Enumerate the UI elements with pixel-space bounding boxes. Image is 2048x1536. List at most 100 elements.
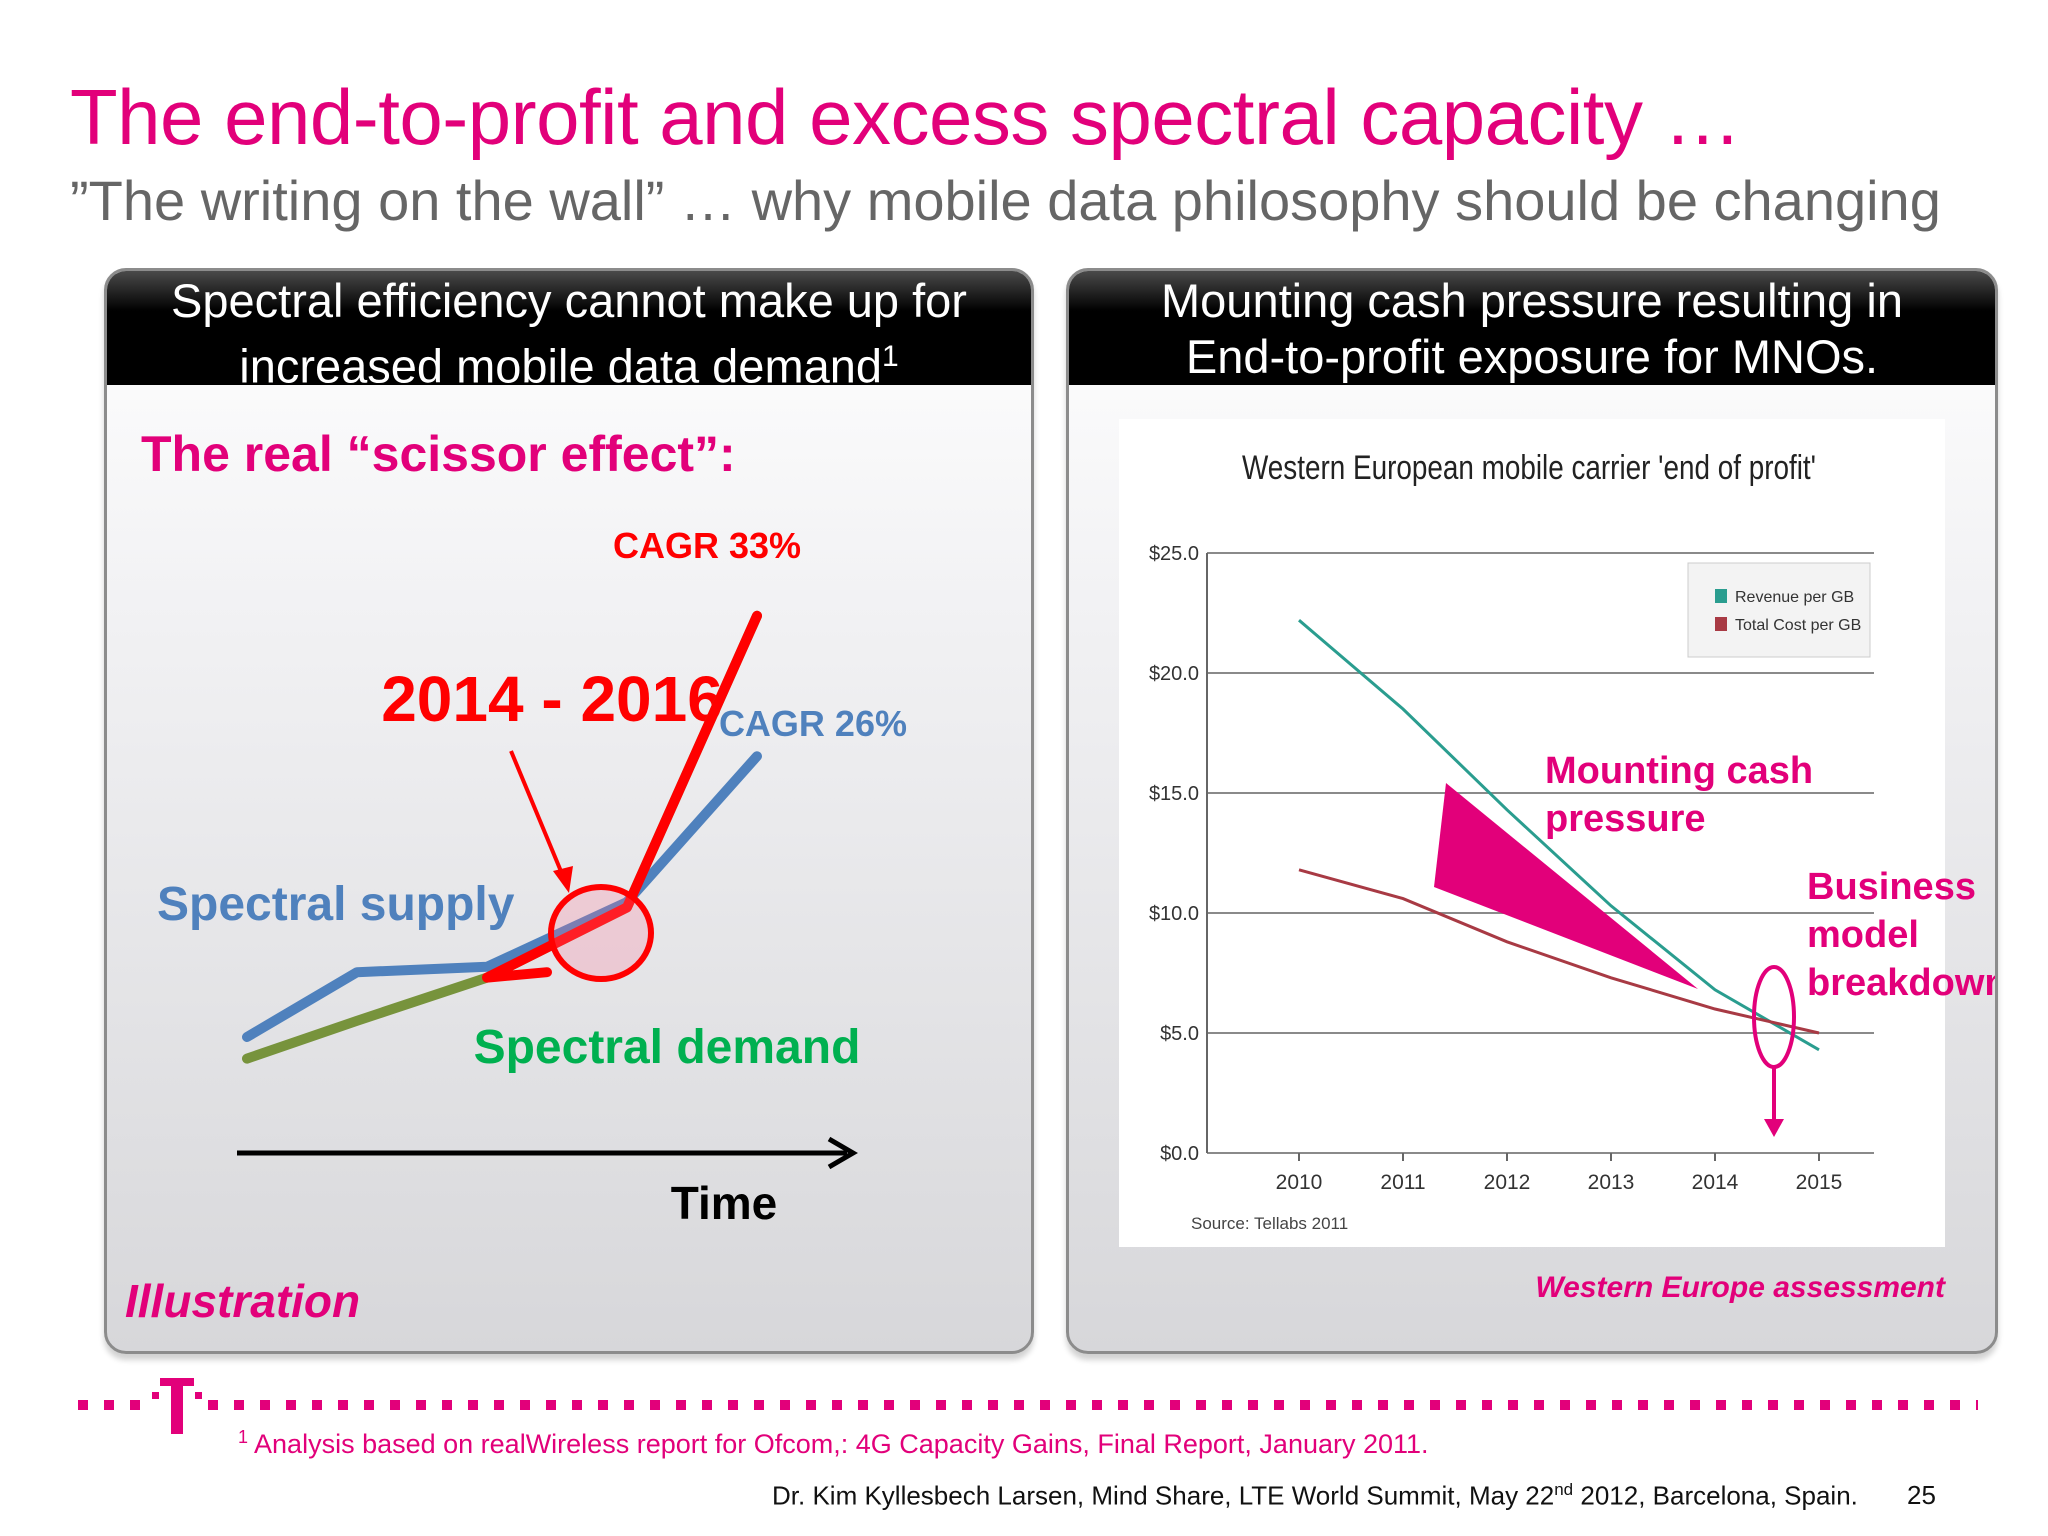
footer-dot	[546, 1400, 556, 1410]
eop-ytick-label: $0.0	[1160, 1143, 1199, 1165]
eop-xtick-label: 2010	[1276, 1171, 1323, 1194]
footer-dot	[442, 1400, 452, 1410]
footer-dot	[1456, 1400, 1466, 1410]
eop-xtick-label: 2012	[1484, 1171, 1531, 1194]
footer-dot	[1352, 1400, 1362, 1410]
footer-dot	[988, 1400, 998, 1410]
left-panel: Spectral efficiency cannot make up for i…	[104, 268, 1034, 1354]
crossover-years-label: 2014 - 2016	[381, 663, 723, 735]
footer-dot	[1482, 1400, 1492, 1410]
footer-dot	[1092, 1400, 1102, 1410]
right-header-line2: End-to-profit exposure for MNOs.	[1185, 330, 1879, 383]
eop-series-line-total-cost-per-gb	[1298, 868, 1820, 1035]
footer-dot	[1508, 1400, 1518, 1410]
footer-dot	[1378, 1400, 1388, 1410]
footer-dot	[1638, 1400, 1648, 1410]
eop-xtick-label: 2011	[1380, 1171, 1425, 1194]
footer-dot	[1014, 1400, 1024, 1410]
footer-dot	[1170, 1400, 1180, 1410]
footer-dot	[1872, 1400, 1882, 1410]
eop-source: Source: Tellabs 2011	[1191, 1214, 1348, 1233]
cash-pressure-wedge	[1434, 783, 1698, 989]
footer-dot	[390, 1400, 400, 1410]
footer-dot	[1274, 1400, 1284, 1410]
slide-title: The end-to-profit and excess spectral ca…	[70, 73, 1742, 161]
footer-dot	[312, 1400, 322, 1410]
footer-dot	[1196, 1400, 1206, 1410]
footer-dot	[286, 1400, 296, 1410]
eop-xtick-label: 2015	[1796, 1171, 1843, 1194]
breakdown-line1: Business	[1807, 866, 1976, 908]
left-header-line2: increased mobile data demand	[239, 339, 883, 393]
credit-sup: nd	[1554, 1480, 1574, 1499]
footer-dot	[806, 1400, 816, 1410]
footer-dot	[754, 1400, 764, 1410]
eop-xtick-label: 2013	[1588, 1171, 1635, 1194]
demand-growth-highlight-line	[482, 610, 762, 983]
footer-dot	[780, 1400, 790, 1410]
eop-legend	[1687, 562, 1871, 658]
scissor-heading: The real “scissor effect”:	[141, 426, 736, 482]
crossover-circle	[548, 884, 654, 982]
footer-dot	[520, 1400, 530, 1410]
page-number: 25	[1907, 1480, 1936, 1510]
scissor-chart: The real “scissor effect”: CAGR 33% CAGR…	[125, 426, 907, 1327]
legend-label-cost: Total Cost per GB	[1735, 617, 1861, 634]
footer-dot	[1430, 1400, 1440, 1410]
footer-dot	[962, 1400, 972, 1410]
footer-dot	[494, 1400, 504, 1410]
slide-subtitle: ”The writing on the wall” … why mobile d…	[70, 169, 1941, 232]
footer-dot	[1066, 1400, 1076, 1410]
footer-dot	[1326, 1400, 1336, 1410]
footer-dot	[676, 1400, 686, 1410]
footer-dot	[832, 1400, 842, 1410]
footer-dot	[1612, 1400, 1622, 1410]
crossover-pointer-arrow	[509, 750, 567, 882]
footer-dot	[1586, 1400, 1596, 1410]
breakdown-line3: breakdown	[1807, 962, 1995, 1004]
footer-dot	[1404, 1400, 1414, 1410]
left-header-footnote-mark: 1	[882, 340, 899, 373]
crossover-pointer-arrowhead	[553, 866, 573, 893]
end-of-profit-chart: Western European mobile carrier 'end of …	[1119, 419, 1995, 1304]
credit-pre: Dr. Kim Kyllesbech Larsen, Mind Share, L…	[772, 1480, 1555, 1511]
assessment-label: Western Europe assessment	[1535, 1271, 1947, 1304]
eop-ytick-label: $5.0	[1160, 1023, 1199, 1045]
right-header-line1: Mounting cash pressure resulting in	[1161, 274, 1903, 327]
footer-dot	[1716, 1400, 1726, 1410]
footer-dot	[1950, 1400, 1960, 1410]
footer-dot	[104, 1400, 114, 1410]
footer-dot	[910, 1400, 920, 1410]
footer-dot	[1976, 1400, 1978, 1410]
footer-dot	[1300, 1400, 1310, 1410]
footnote-text: Analysis based on realWireless report fo…	[254, 1429, 1429, 1459]
footer-dot	[1040, 1400, 1050, 1410]
footer-dot	[364, 1400, 374, 1410]
eop-ytick-label: $25.0	[1149, 543, 1199, 565]
footer-dot	[1898, 1400, 1908, 1410]
breakdown-arrowhead	[1764, 1119, 1784, 1137]
legend-swatch-revenue	[1715, 589, 1727, 603]
footer-dot	[234, 1400, 244, 1410]
footer-dot	[208, 1400, 218, 1410]
footer-dot	[650, 1400, 660, 1410]
footer-dot	[338, 1400, 348, 1410]
footer-dot	[1820, 1400, 1830, 1410]
credit-post: 2012, Barcelona, Spain.	[1573, 1480, 1858, 1511]
footer-dot	[1144, 1400, 1154, 1410]
spectral-supply-label: Spectral supply	[157, 878, 515, 931]
right-panel: Mounting cash pressure resulting in End-…	[1066, 268, 1998, 1354]
footer-dot	[1690, 1400, 1700, 1410]
footer-dot	[624, 1400, 634, 1410]
cash-pressure-line1: Mounting cash	[1545, 750, 1813, 792]
telekom-logo: T	[152, 1372, 202, 1436]
footer-dot	[1742, 1400, 1752, 1410]
footnote: 1 Analysis based on realWireless report …	[238, 1427, 1429, 1460]
footer-dot	[1118, 1400, 1128, 1410]
footer-dot	[598, 1400, 608, 1410]
eop-chart-title: Western European mobile carrier 'end of …	[1242, 448, 1816, 486]
time-axis-arrowhead	[827, 1136, 858, 1170]
footer-dot	[1222, 1400, 1232, 1410]
eop-xtick-label: 2014	[1692, 1171, 1739, 1194]
footer-dotted-line	[78, 1400, 1978, 1410]
